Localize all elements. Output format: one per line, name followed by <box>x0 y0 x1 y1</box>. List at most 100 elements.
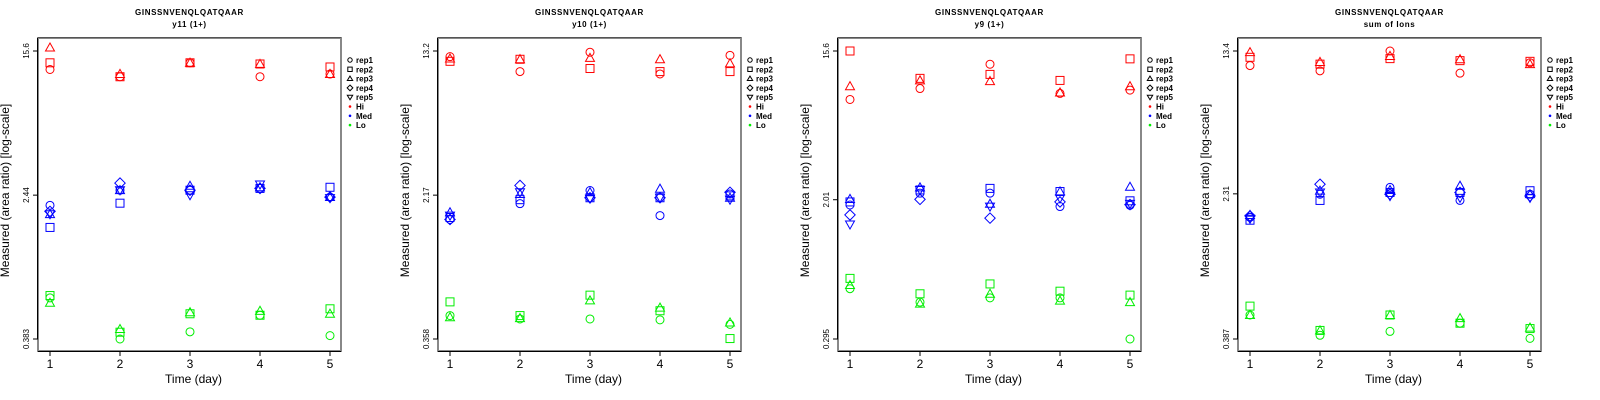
data-point-hi-rep1 <box>515 67 525 77</box>
data-point-med-rep4 <box>1314 178 1326 191</box>
legend-rep2-icon <box>1547 66 1553 72</box>
data-point-med-rep5 <box>514 188 526 198</box>
legend-hi-dot-icon <box>348 105 352 108</box>
y-axis-label: Measured (area ratio) [log-scale] <box>0 104 12 277</box>
data-point-med-rep3 <box>324 191 336 202</box>
data-point-med-rep5 <box>1124 199 1136 210</box>
legend-rep1-icon <box>1547 57 1553 63</box>
legend-lo-dot-icon <box>348 123 352 127</box>
legend-lo-dot-icon <box>1548 123 1552 127</box>
data-point-med-rep4 <box>514 179 526 192</box>
data-point-hi-rep1 <box>985 59 995 69</box>
data-point-lo-rep3 <box>254 305 266 315</box>
data-point-med-rep5 <box>184 191 196 201</box>
data-point-hi-rep2 <box>1245 52 1255 62</box>
data-point-med-rep2 <box>45 222 55 232</box>
x-tick-label: 3 <box>987 357 994 371</box>
legend-rep4-icon <box>1546 84 1554 92</box>
data-point-hi-rep3 <box>654 53 666 64</box>
data-point-lo-rep3 <box>514 312 526 323</box>
data-point-med-rep3 <box>1244 209 1256 219</box>
data-point-med-rep5 <box>724 195 736 206</box>
data-point-med-rep4 <box>1244 210 1256 222</box>
data-point-hi-rep1 <box>445 52 455 62</box>
data-point-lo-rep3 <box>324 308 336 318</box>
data-point-med-rep1 <box>985 188 995 198</box>
chart-title: GINSSNVENQLQATQAAR <box>1335 8 1444 17</box>
legend-label: Lo <box>356 121 366 130</box>
chart-panel: GINSSNVENQLQATQAAR y11 (1+) 15.6 2.44 0.383 1… <box>0 8 373 386</box>
legend-rep2-icon <box>1147 66 1153 72</box>
legend-rep1-icon <box>1147 57 1153 63</box>
data-point-med-rep5 <box>1314 188 1326 199</box>
data-point-lo-rep1 <box>1125 334 1135 344</box>
data-point-hi-rep3 <box>114 68 126 78</box>
data-point-hi-rep3 <box>184 57 196 67</box>
data-point-hi-rep2 <box>1055 75 1065 85</box>
data-point-med-rep2 <box>115 198 125 208</box>
legend-label: rep2 <box>1556 65 1573 74</box>
x-tick-label: 3 <box>587 357 594 371</box>
data-point-hi-rep3 <box>1314 56 1326 66</box>
data-point-med-rep1 <box>1385 182 1395 192</box>
data-point-med-rep5 <box>44 210 56 220</box>
data-point-med-rep3 <box>584 186 596 197</box>
legend-rep3-icon <box>346 75 354 81</box>
chart-panel: GINSSNVENQLQATQAAR y9 (1+) 15.6 2.01 0.295 1 2… <box>798 8 1173 386</box>
legend-label: rep4 <box>1156 84 1173 93</box>
x-tick-label: 1 <box>447 357 454 371</box>
data-point-lo-rep1 <box>1455 318 1465 328</box>
legend-label: Med <box>1156 112 1172 121</box>
y-tick-label: 15.6 <box>22 43 31 59</box>
legend-lo-dot-icon <box>1148 123 1152 127</box>
legend-label: rep5 <box>1156 93 1173 102</box>
y-tick-label: 13.2 <box>422 43 431 59</box>
data-point-med-rep4 <box>184 184 196 197</box>
data-point-med-rep2 <box>985 183 995 193</box>
data-point-lo-rep3 <box>984 288 996 298</box>
data-point-hi-rep1 <box>45 64 55 74</box>
data-point-hi-rep3 <box>724 57 736 68</box>
legend-label: rep5 <box>1556 93 1573 102</box>
x-tick-label: 5 <box>1527 357 1534 371</box>
data-point-med-rep3 <box>654 183 666 193</box>
x-tick-label: 4 <box>257 357 264 371</box>
chart-title: GINSSNVENQLQATQAAR <box>935 8 1044 17</box>
legend-label: rep2 <box>1156 65 1173 74</box>
data-point-lo-rep2 <box>445 297 455 307</box>
legend-rep5-icon <box>1546 94 1554 101</box>
legend-rep3-icon <box>1146 75 1154 81</box>
legend-label: Hi <box>756 103 764 112</box>
data-point-med-rep5 <box>984 202 996 213</box>
x-tick-label: 1 <box>847 357 854 371</box>
data-point-med-rep3 <box>1384 184 1396 195</box>
data-point-lo-rep2 <box>1125 290 1135 300</box>
legend-hi-dot-icon <box>748 105 752 108</box>
y-tick-label: 0.358 <box>422 328 431 349</box>
data-point-hi-rep3 <box>44 41 56 52</box>
data-point-lo-rep1 <box>985 293 995 303</box>
data-point-lo-rep1 <box>585 314 595 324</box>
x-tick-label: 2 <box>917 357 924 371</box>
data-point-med-rep2 <box>185 185 195 195</box>
legend-rep4-icon <box>746 84 754 92</box>
data-point-med-rep3 <box>44 208 56 219</box>
data-point-lo-rep2 <box>1455 318 1465 328</box>
legend-rep4-icon <box>346 84 354 92</box>
data-point-hi-rep3 <box>514 53 526 64</box>
legend-label: rep3 <box>756 75 773 84</box>
y-axis-label: Measured (area ratio) [log-scale] <box>798 104 812 277</box>
legend-rep2-icon <box>347 66 353 72</box>
data-point-med-rep5 <box>114 186 126 196</box>
data-point-lo-rep2 <box>255 310 265 320</box>
data-point-hi-rep2 <box>1525 56 1535 66</box>
data-point-med-rep4 <box>844 209 856 221</box>
x-tick-label: 4 <box>1457 357 1464 371</box>
y-tick-label: 2.01 <box>822 191 831 207</box>
data-point-med-rep5 <box>1454 193 1466 204</box>
legend-label: rep4 <box>356 84 373 93</box>
data-point-hi-rep1 <box>655 69 665 79</box>
data-point-lo-rep2 <box>585 290 595 300</box>
data-point-hi-rep3 <box>844 80 856 91</box>
